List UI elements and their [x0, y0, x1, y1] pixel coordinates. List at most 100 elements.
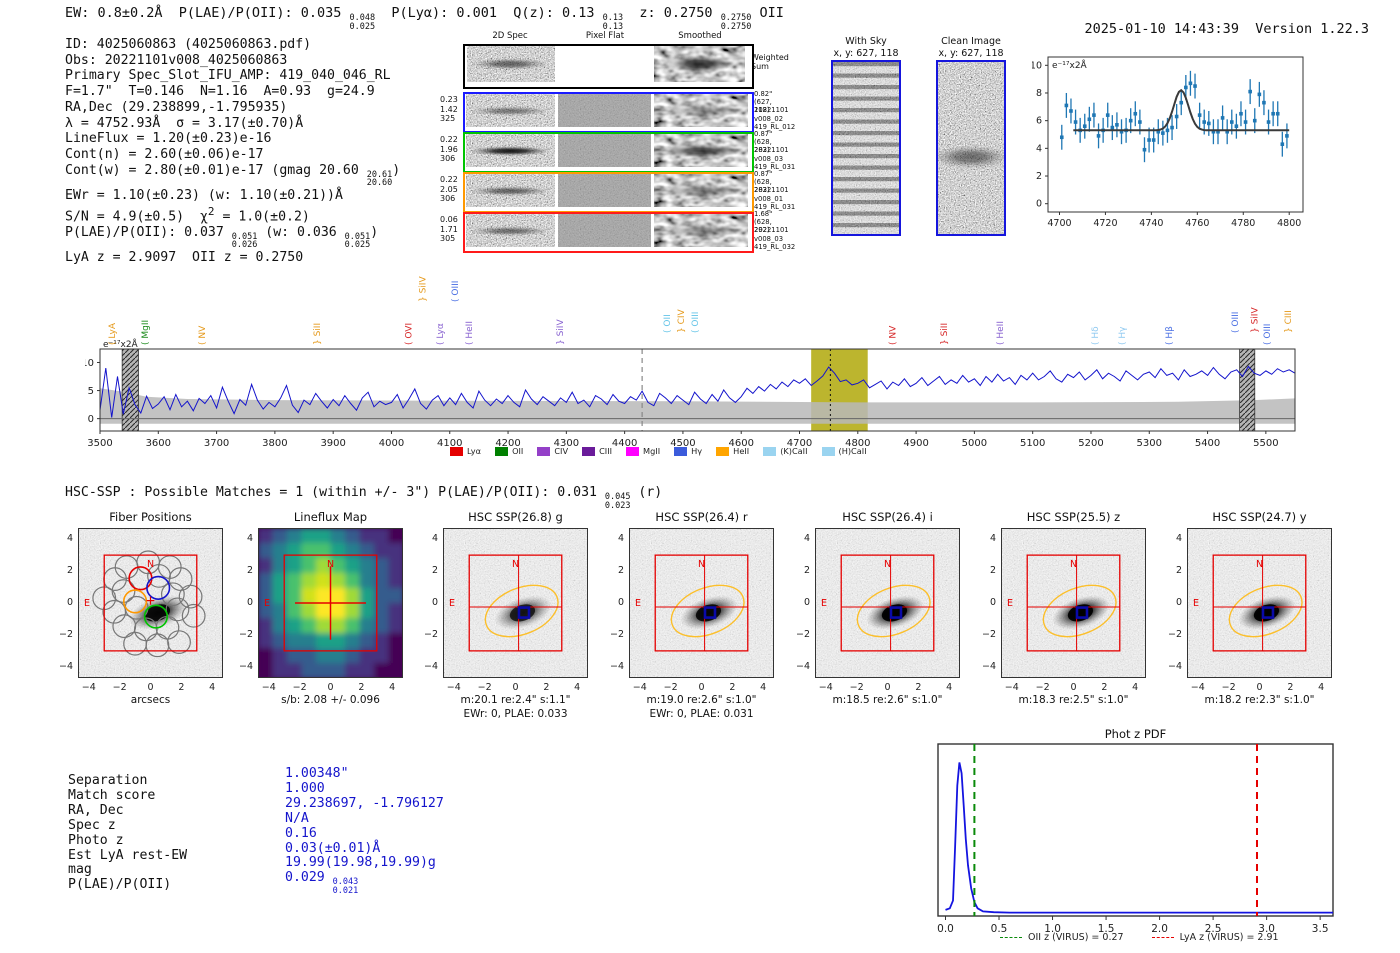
cutout-3-xtick-2: 2	[729, 682, 736, 693]
row-3-rightlabel-2: 20221101	[754, 226, 789, 235]
spec-xtick-label: 3700	[204, 438, 229, 448]
lineflux-cell	[258, 588, 274, 604]
lineflux-cell	[258, 648, 274, 664]
compass-north: N	[327, 559, 334, 570]
uncertainty-lower: 0.026	[231, 240, 258, 251]
emission-line-label-SiIV: } SiIV	[1251, 307, 1261, 333]
stacked-uncertainty: 0.051 0.025	[345, 233, 371, 250]
row-streak	[468, 146, 552, 156]
text-segment: Obs: 20221101v008_4025060863	[65, 52, 288, 68]
photz-legend-dash	[1151, 937, 1174, 938]
cutout-6-xtick-−2: −2	[1221, 682, 1236, 693]
lineflux-cell	[316, 588, 332, 604]
text-segment: N/A	[285, 810, 309, 826]
cutout-4-xtick-−4: −4	[818, 682, 833, 693]
legend-swatch	[674, 446, 688, 456]
extraction-box	[654, 554, 749, 652]
legend-item-Hγ: Hγ	[674, 446, 702, 456]
cutout-caption1-3: m:19.0 re:2.6" s:1.0"	[646, 694, 757, 706]
cutout-4-ytick-2: 2	[803, 565, 810, 577]
stacked-uncertainty: 0.048 0.025	[349, 14, 375, 31]
summary-header-line: EW: 0.8±0.2Å P(LAE)/P(OII): 0.035 0.048 0…	[65, 5, 784, 31]
data-point	[1119, 129, 1124, 134]
cutout-2-xtick-4: 4	[574, 682, 581, 693]
lineflux-cell	[301, 558, 317, 574]
cutout-2-ytick-−4: −4	[423, 660, 438, 672]
inset-ytick-label: 8	[1036, 88, 1042, 99]
uncertainty-lower: 0.2750	[720, 21, 752, 32]
cutout-caption1-2: m:20.1 re:2.4" s:1.1"	[460, 694, 571, 706]
photz-xtick-label: 2.0	[1151, 923, 1168, 933]
cutout-frame	[258, 528, 403, 678]
cutout-0-ytick-−2: −2	[58, 628, 73, 640]
fiber-circle	[165, 597, 190, 622]
lineflux-cell	[388, 603, 403, 619]
row-1-rightlabel-4: 419_RL_031	[754, 162, 796, 171]
uncertainty-lower: 0.021	[332, 885, 359, 896]
spec-xtick-label: 4100	[437, 438, 462, 448]
effective-radius-ellipse	[856, 584, 931, 638]
lineflux-cell	[359, 573, 375, 589]
cutout-4-ytick-−4: −4	[795, 660, 810, 672]
lineflux-cell	[301, 603, 317, 619]
lineflux-cell	[301, 528, 317, 544]
cutout-6-ytick-0: 0	[1175, 597, 1182, 608]
text-segment: (w: 0.036	[257, 224, 345, 240]
cutout-title-5: HSC SSP(25.5) z	[1026, 510, 1121, 524]
cutout-1-ytick-−2: −2	[238, 628, 253, 640]
legend-label: MgII	[643, 446, 661, 456]
legend-item-HeII: HeII	[716, 446, 749, 456]
compass-east: E	[821, 598, 827, 609]
uncertainty-lower: 0.13	[602, 21, 624, 32]
lineflux-cell	[359, 543, 375, 559]
lineflux-cell	[374, 603, 390, 619]
photz-legend-item-0: OII z (VIRUS) = 0.27	[1000, 932, 1124, 943]
compass-north: N	[698, 559, 705, 570]
text-segment: )	[370, 224, 379, 240]
photz-pdf-curve	[945, 762, 1333, 914]
info-line-11: P(LAE)/P(OII): 0.037 0.051 0.026 (w: 0.03…	[65, 225, 400, 250]
error-band	[100, 388, 1295, 424]
lineflux-cell	[287, 573, 303, 589]
photz-xtick-label: 0.5	[991, 923, 1008, 933]
cutout-caption1-0: arcsecs	[130, 694, 171, 706]
compass-east: E	[1007, 598, 1013, 609]
emission-line-label-LyA: ( LyA	[108, 322, 118, 345]
row-1-leftlabel-0: 0.22	[440, 135, 458, 144]
full-spectrum-plot: 0 5 10 3500 3600 3700 3800 3900 4000 4100 4200 4300…	[85, 276, 1296, 448]
cutout-5-xtick-2: 2	[1101, 682, 1108, 693]
lineflux-cell	[316, 633, 332, 649]
match-value-1: 1.000	[285, 781, 325, 797]
inset-xtick-label: 4780	[1231, 218, 1255, 229]
cutout-2-ytick-2: 2	[431, 565, 438, 577]
spec-xtick-label: 4600	[728, 438, 753, 448]
cutout-0-xtick-2: 2	[178, 682, 185, 693]
uncertainty-upper: 0.2750	[720, 13, 752, 23]
inset-ytick-label: 6	[1036, 116, 1042, 127]
cutout-1-xtick-0: 0	[327, 682, 334, 693]
cutout-3-ytick-4: 4	[617, 533, 624, 545]
spec2d-col-header-2dspec: 2D Spec	[492, 31, 528, 41]
legend-label: HeII	[733, 446, 750, 456]
lineflux-cell	[330, 618, 346, 634]
cutout-plot-4: NE	[815, 528, 960, 678]
lineflux-cell	[272, 618, 288, 634]
report-datetime: 2025-01-10 14:43:39	[1084, 21, 1239, 37]
row-0-rightlabel-4: 419_RL_012	[754, 122, 796, 131]
spec2d-row-1	[463, 132, 754, 173]
info-line-2: Primary Spec_Slot_IFU_AMP: 419_040_046_R…	[65, 68, 400, 84]
row-0-leftlabel-1: 1.42	[440, 104, 458, 114]
inset-ylabel: e⁻¹⁷x2Å	[1052, 59, 1088, 71]
emission-line-label-NV: ( NV	[198, 325, 208, 345]
meta-gap	[1239, 21, 1255, 37]
lineflux-cell	[359, 558, 375, 574]
data-point	[1234, 124, 1239, 128]
emission-line-label-OIII: ( OIII	[451, 281, 461, 302]
row-0-rightlabel-2: 20221101	[754, 106, 789, 115]
sky-panel-image-0	[833, 62, 899, 234]
data-point	[1087, 117, 1092, 122]
photz-plot: Phot z PDF 0.0 0.5 1.0 1.5 2.0 2.5 3.0 3.5	[937, 728, 1334, 933]
lineflux-cell	[272, 573, 288, 589]
data-point	[1239, 111, 1243, 116]
cutout-caption2-3: EWr: 0, PLAE: 0.031	[649, 708, 754, 720]
